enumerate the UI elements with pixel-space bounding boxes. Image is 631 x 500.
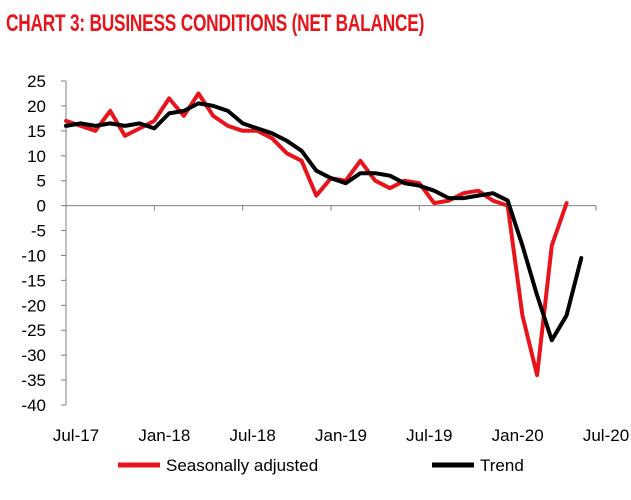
- x-tick-labels: Jul-17 Jan-18 Jul-18 Jan-19 Jul-19 Jan-20 Jul-…: [53, 426, 629, 445]
- y-tick-label: 25: [27, 72, 46, 91]
- x-tick-label: Jul-17: [53, 426, 99, 445]
- y-tick-label: 5: [37, 172, 46, 191]
- chart-title: CHART 3: BUSINESS CONDITIONS (NET BALANC…: [6, 10, 425, 37]
- series-group: [64, 91, 584, 378]
- y-tick-label: 0: [37, 197, 46, 216]
- x-tick-label: Jul-18: [230, 426, 276, 445]
- y-tick-label: -25: [21, 321, 46, 340]
- x-tick-label: Jan-18: [138, 426, 190, 445]
- y-tick-label: 20: [27, 97, 46, 116]
- y-tick-label: -35: [21, 371, 46, 390]
- y-tick-label: -20: [21, 296, 46, 315]
- legend: Seasonally adjusted Trend: [118, 456, 524, 475]
- y-tick-labels: 25 20 15 10 5 0 -5 -10 -15 -20 -25 -30 -35 -40: [21, 72, 46, 415]
- y-tick-label: -40: [21, 396, 46, 415]
- y-tick-label: -10: [21, 246, 46, 265]
- legend-label-seasonal: Seasonally adjusted: [166, 456, 318, 475]
- legend-label-trend: Trend: [480, 456, 524, 475]
- x-tick-label: Jul-20: [583, 426, 629, 445]
- x-tick-label: Jan-20: [492, 426, 544, 445]
- x-tick-label: Jul-19: [406, 426, 452, 445]
- y-tick-label: 10: [27, 147, 46, 166]
- series-line-seasonally-adjusted: [64, 91, 569, 378]
- y-tick-label: -5: [31, 222, 46, 241]
- series-line-trend: [64, 101, 584, 343]
- y-tick-label: 15: [27, 122, 46, 141]
- y-tick-label: -15: [21, 271, 46, 290]
- y-tick-label: -30: [21, 346, 46, 365]
- x-tick-label: Jan-19: [315, 426, 367, 445]
